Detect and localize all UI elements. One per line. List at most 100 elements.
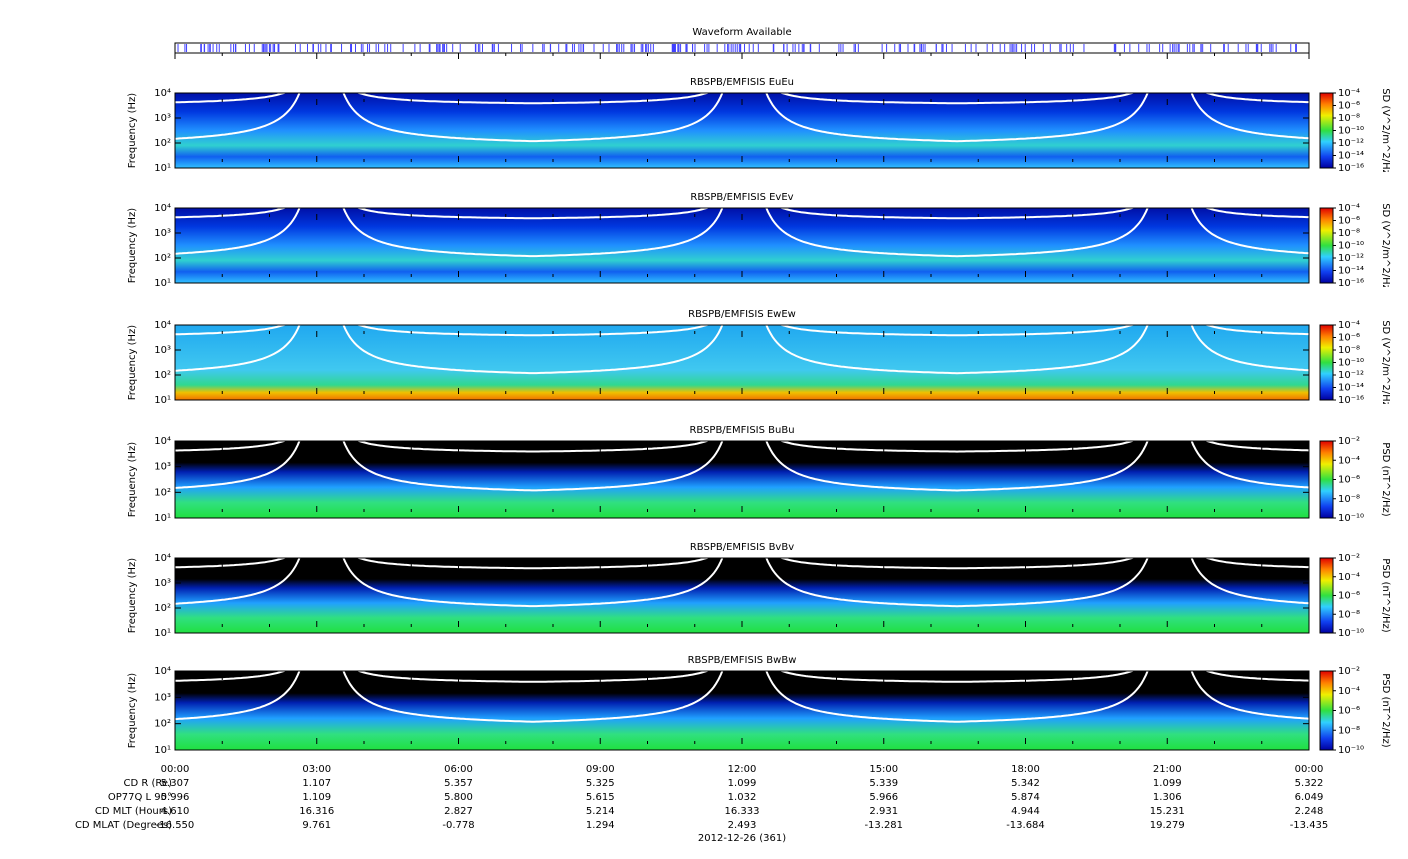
date-label: 2012-12-26 (361)	[698, 833, 786, 844]
colorbar-tick-label: 10⁻⁶	[1338, 706, 1360, 717]
y-tick-label: 10²	[154, 138, 171, 149]
y-tick-label: 10³	[154, 345, 171, 356]
y-tick-label: 10³	[154, 578, 171, 589]
model-curve	[175, 558, 1309, 608]
ephemeris-value: 1.099	[728, 778, 757, 789]
colorbar-label: PSD (nT^2/Hz)	[1380, 558, 1391, 632]
y-tick-label: 10³	[154, 462, 171, 473]
ephemeris-value: 2.248	[1295, 806, 1324, 817]
x-tick-label: 03:00	[302, 764, 331, 775]
y-tick-label: 10³	[154, 228, 171, 239]
colorbar	[1319, 207, 1334, 284]
x-tick-label: 21:00	[1153, 764, 1182, 775]
ephemeris-value: 5.615	[586, 792, 615, 803]
ephemeris-value: -0.778	[442, 820, 474, 831]
panel-title: RBSPB/EMFISIS EvEv	[690, 192, 793, 203]
ephemeris-value: 16.316	[299, 806, 334, 817]
y-tick-label: 10¹	[154, 278, 171, 289]
colorbar-tick-label: 10⁻¹⁰	[1338, 358, 1364, 369]
y-tick-label: 10⁴	[154, 553, 171, 564]
colorbar-label-group: PSD (nT^2/Hz)	[1380, 558, 1391, 632]
model-curve	[175, 208, 1309, 220]
ephemeris-value: 5.325	[586, 778, 615, 789]
ephemeris-value: 16.333	[725, 806, 760, 817]
colorbar-tick-label: 10⁻⁶	[1338, 216, 1360, 227]
colorbar-tick-label: 10⁻⁶	[1338, 475, 1360, 486]
spectrogram	[175, 208, 1309, 283]
y-axis-label: Frequency (Hz)	[127, 208, 138, 284]
y-tick-label: 10⁴	[154, 666, 171, 677]
spectrogram	[175, 671, 1309, 750]
y-tick-label: 10⁴	[154, 436, 171, 447]
colorbar-tick-label: 10⁻⁴	[1338, 686, 1360, 697]
y-tick-label: 10²	[154, 487, 171, 498]
model-curve	[175, 208, 1309, 258]
ephemeris-value: 9.761	[302, 820, 331, 831]
panel-title: RBSPB/EMFISIS BwBw	[688, 655, 797, 666]
colorbar-tick-label: 10⁻⁴	[1338, 88, 1360, 99]
model-curve	[175, 441, 1309, 453]
ephemeris-value: -13.281	[864, 820, 903, 831]
ephemeris-value: 1.294	[586, 820, 615, 831]
colorbar-label: PSD (nT^2/Hz)	[1380, 442, 1391, 516]
ephemeris-label: CD MLT (Hours)	[95, 806, 172, 817]
colorbar-tick-label: 10⁻²	[1338, 436, 1360, 447]
x-tick-label: 00:00	[161, 764, 190, 775]
y-tick-label: 10²	[154, 603, 171, 614]
y-axis-label: Frequency (Hz)	[127, 93, 138, 169]
plot-frame	[174, 92, 1310, 169]
colorbar-tick-label: 10⁻⁴	[1338, 572, 1360, 583]
y-tick-label: 10⁴	[154, 88, 171, 99]
ephemeris-value: 5.322	[1295, 778, 1324, 789]
ephemeris-value: 6.049	[1295, 792, 1324, 803]
colorbar-tick-label: 10⁻⁸	[1338, 345, 1360, 356]
colorbar-tick-label: 10⁻¹²	[1338, 138, 1364, 149]
model-curve	[175, 558, 1309, 570]
colorbar-tick-label: 10⁻¹⁰	[1338, 628, 1364, 639]
ephemeris-value: 5.357	[444, 778, 473, 789]
ephemeris-label: OP77Q L 90°	[108, 792, 172, 803]
plot-frame	[174, 670, 1310, 751]
y-tick-label: 10¹	[154, 513, 171, 524]
model-curve	[175, 93, 1309, 143]
colorbar-tick-label: 10⁻¹⁶	[1338, 278, 1364, 289]
model-curve	[175, 441, 1309, 492]
spectrogram	[175, 325, 1309, 400]
colorbar-label: PSD (nT^2/Hz)	[1380, 673, 1391, 747]
colorbar-tick-label: 10⁻⁴	[1338, 203, 1360, 214]
y-axis-label: Frequency (Hz)	[127, 442, 138, 518]
colorbar-label-group: PSD (V^2/m^2/Hz)	[1380, 82, 1391, 179]
panel-title: RBSPB/EMFISIS EuEu	[690, 77, 794, 88]
ephemeris-value: 1.099	[1153, 778, 1182, 789]
y-tick-label: 10¹	[154, 628, 171, 639]
ephemeris-value: 1.107	[302, 778, 331, 789]
colorbar-tick-label: 10⁻¹⁰	[1338, 745, 1364, 756]
x-tick-label: 12:00	[728, 764, 757, 775]
panel-title: RBSPB/EMFISIS BvBv	[690, 542, 794, 553]
y-axis-label: Frequency (Hz)	[127, 325, 138, 401]
plot-frame	[174, 207, 1310, 284]
x-tick-label: 00:00	[1295, 764, 1324, 775]
colorbar-tick-label: 10⁻¹⁰	[1338, 126, 1364, 137]
colorbar	[1319, 557, 1334, 634]
colorbar-tick-label: 10⁻⁴	[1338, 455, 1360, 466]
colorbar-tick-label: 10⁻¹⁴	[1338, 383, 1364, 394]
ephemeris-value: 1.109	[302, 792, 331, 803]
colorbar-tick-label: 10⁻⁸	[1338, 725, 1360, 736]
y-tick-label: 10¹	[154, 395, 171, 406]
colorbar-label-group: PSD (nT^2/Hz)	[1380, 442, 1391, 516]
colorbar-label: PSD (V^2/m^2/Hz)	[1380, 314, 1391, 411]
plot-frame	[174, 440, 1310, 519]
spectrogram	[175, 441, 1309, 518]
ephemeris-value: -16.550	[156, 820, 195, 831]
colorbar-tick-label: 10⁻²	[1338, 666, 1360, 677]
colorbar-tick-label: 10⁻¹²	[1338, 253, 1364, 264]
colorbar-label: PSD (V^2/m^2/Hz)	[1380, 82, 1391, 179]
x-tick-label: 06:00	[444, 764, 473, 775]
colorbar	[1319, 440, 1334, 519]
colorbar-label: PSD (V^2/m^2/Hz)	[1380, 197, 1391, 294]
y-tick-label: 10²	[154, 370, 171, 381]
panel-title: RBSPB/EMFISIS EwEw	[688, 309, 796, 320]
ephemeris-value: 5.339	[869, 778, 898, 789]
